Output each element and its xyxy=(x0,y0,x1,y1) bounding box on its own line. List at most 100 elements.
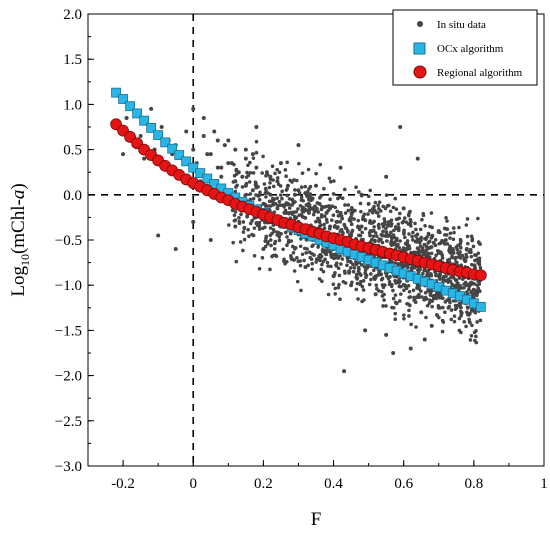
in-situ-point xyxy=(434,272,438,277)
in-situ-point xyxy=(320,279,324,284)
in-situ-point xyxy=(448,231,453,236)
in-situ-point xyxy=(366,194,371,199)
in-situ-point xyxy=(456,243,460,248)
in-situ-point xyxy=(347,233,352,237)
in-situ-point xyxy=(384,174,389,179)
in-situ-point xyxy=(268,204,273,208)
in-situ-point xyxy=(429,251,434,256)
in-situ-point xyxy=(411,288,416,293)
in-situ-point xyxy=(423,253,428,257)
in-situ-point xyxy=(234,167,239,172)
in-situ-point xyxy=(339,214,344,218)
in-situ-point xyxy=(422,268,426,273)
in-situ-point xyxy=(319,254,324,259)
in-situ-point xyxy=(233,147,238,152)
in-situ-point xyxy=(419,235,424,240)
in-situ-point xyxy=(280,189,284,194)
in-situ-point xyxy=(372,268,376,273)
in-situ-point xyxy=(410,264,415,269)
in-situ-point xyxy=(262,182,267,186)
in-situ-point xyxy=(444,233,449,237)
ocx-point xyxy=(181,156,192,167)
in-situ-point xyxy=(432,295,437,300)
in-situ-point xyxy=(252,226,257,230)
in-situ-point xyxy=(361,237,365,242)
in-situ-point xyxy=(303,265,308,270)
in-situ-point xyxy=(468,281,473,285)
in-situ-point xyxy=(423,290,428,295)
in-situ-point xyxy=(425,272,430,277)
in-situ-point xyxy=(248,192,253,196)
in-situ-point xyxy=(254,150,259,155)
in-situ-point xyxy=(309,257,314,262)
in-situ-point xyxy=(271,178,275,182)
reference-lines xyxy=(88,14,544,466)
in-situ-point xyxy=(414,227,418,232)
in-situ-point xyxy=(263,186,268,191)
in-situ-point xyxy=(266,240,270,244)
in-situ-point xyxy=(263,244,268,249)
legend-regional-marker xyxy=(413,65,427,79)
in-situ-point xyxy=(277,199,282,204)
in-situ-point xyxy=(409,224,413,228)
in-situ-point xyxy=(415,246,420,250)
in-situ-point xyxy=(410,234,414,239)
y-axis-title: Log10(mChl-a) xyxy=(8,183,32,296)
in-situ-point xyxy=(290,244,295,249)
y-axis-title-close: ) xyxy=(8,183,29,189)
in-situ-point xyxy=(440,329,445,334)
in-situ-point xyxy=(254,221,259,226)
in-situ-point xyxy=(389,221,394,226)
in-situ-point xyxy=(456,303,461,307)
in-situ-point xyxy=(469,289,473,294)
in-situ-point xyxy=(244,175,249,179)
in-situ-point xyxy=(280,196,284,201)
in-situ-point xyxy=(275,179,280,184)
in-situ-point xyxy=(451,283,455,288)
in-situ-point xyxy=(470,323,474,328)
in-situ-point xyxy=(349,283,354,288)
in-situ-point xyxy=(300,205,305,210)
in-situ-point xyxy=(361,288,366,292)
in-situ-point xyxy=(263,191,268,195)
ocx-point xyxy=(202,173,213,184)
in-situ-point xyxy=(413,221,417,226)
in-situ-point xyxy=(318,162,323,167)
in-situ-point xyxy=(359,263,364,267)
in-situ-point xyxy=(444,215,448,220)
in-situ-point xyxy=(260,171,264,175)
in-situ-point xyxy=(317,224,322,229)
in-situ-point xyxy=(222,143,227,148)
in-situ-point xyxy=(412,295,416,300)
in-situ-point xyxy=(459,305,463,310)
in-situ-point xyxy=(377,226,381,230)
in-situ-point xyxy=(449,275,453,280)
regional-series xyxy=(110,118,487,282)
in-situ-point xyxy=(451,237,456,242)
in-situ-point xyxy=(263,239,268,243)
in-situ-point xyxy=(440,305,445,310)
in-situ-point xyxy=(391,288,395,293)
in-situ-point xyxy=(314,260,318,264)
in-situ-point xyxy=(476,216,480,221)
in-situ-point xyxy=(380,240,385,245)
in-situ-point xyxy=(393,293,398,297)
in-situ-point xyxy=(241,220,246,224)
in-situ-point xyxy=(427,239,432,244)
in-situ-point xyxy=(373,292,378,297)
in-situ-point xyxy=(307,186,311,191)
in-situ-point xyxy=(269,243,273,248)
y-tick-label: −3.0 xyxy=(55,459,82,475)
in-situ-point xyxy=(389,218,394,222)
in-situ-point xyxy=(370,210,375,215)
in-situ-point xyxy=(275,196,279,200)
in-situ-point xyxy=(293,188,297,192)
in-situ-point xyxy=(340,216,344,221)
in-situ-point xyxy=(376,289,381,293)
y-tick-label: 1.5 xyxy=(63,52,82,68)
in-situ-point xyxy=(408,346,413,351)
in-situ-point xyxy=(300,252,305,257)
in-situ-point xyxy=(308,195,312,199)
in-situ-point xyxy=(254,139,259,144)
in-situ-point xyxy=(243,147,248,152)
